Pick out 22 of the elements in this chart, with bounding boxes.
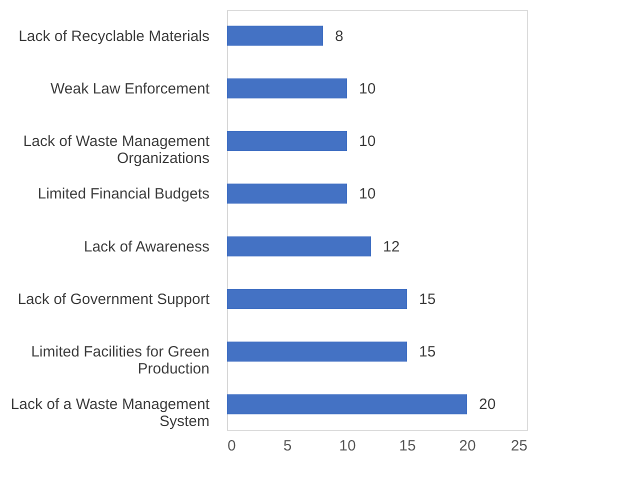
y-tick-label: Lack of Recyclable Materials [18, 28, 210, 45]
data-label: 10 [359, 80, 376, 98]
y-tick-label: Weak Law Enforcement [50, 80, 210, 98]
data-label: 15 [419, 344, 436, 361]
y-tick-label: Lack of Government Support [18, 290, 210, 308]
x-tick-label: 0 [228, 438, 236, 454]
data-label: 10 [359, 133, 376, 150]
x-tick-label: 10 [339, 438, 356, 454]
data-label: 8 [335, 28, 344, 45]
x-tick-label: 15 [399, 438, 416, 454]
y-tick-label: Limited Facilities for Green Production [31, 344, 210, 378]
data-label: 10 [359, 186, 376, 203]
x-tick-label: 20 [459, 438, 476, 454]
y-tick-label: Lack of Awareness [84, 238, 210, 256]
y-tick-label: Lack of Waste Management Organizations [23, 133, 210, 168]
x-tick-label: 5 [283, 438, 292, 454]
data-label: 20 [479, 396, 496, 414]
x-tick-label: 25 [510, 438, 528, 454]
y-tick-label: Limited Financial Budgets [38, 186, 210, 203]
data-label: 12 [383, 238, 400, 256]
y-tick-label: Lack of a Waste Management System [10, 396, 210, 430]
data-label: 15 [419, 290, 436, 308]
